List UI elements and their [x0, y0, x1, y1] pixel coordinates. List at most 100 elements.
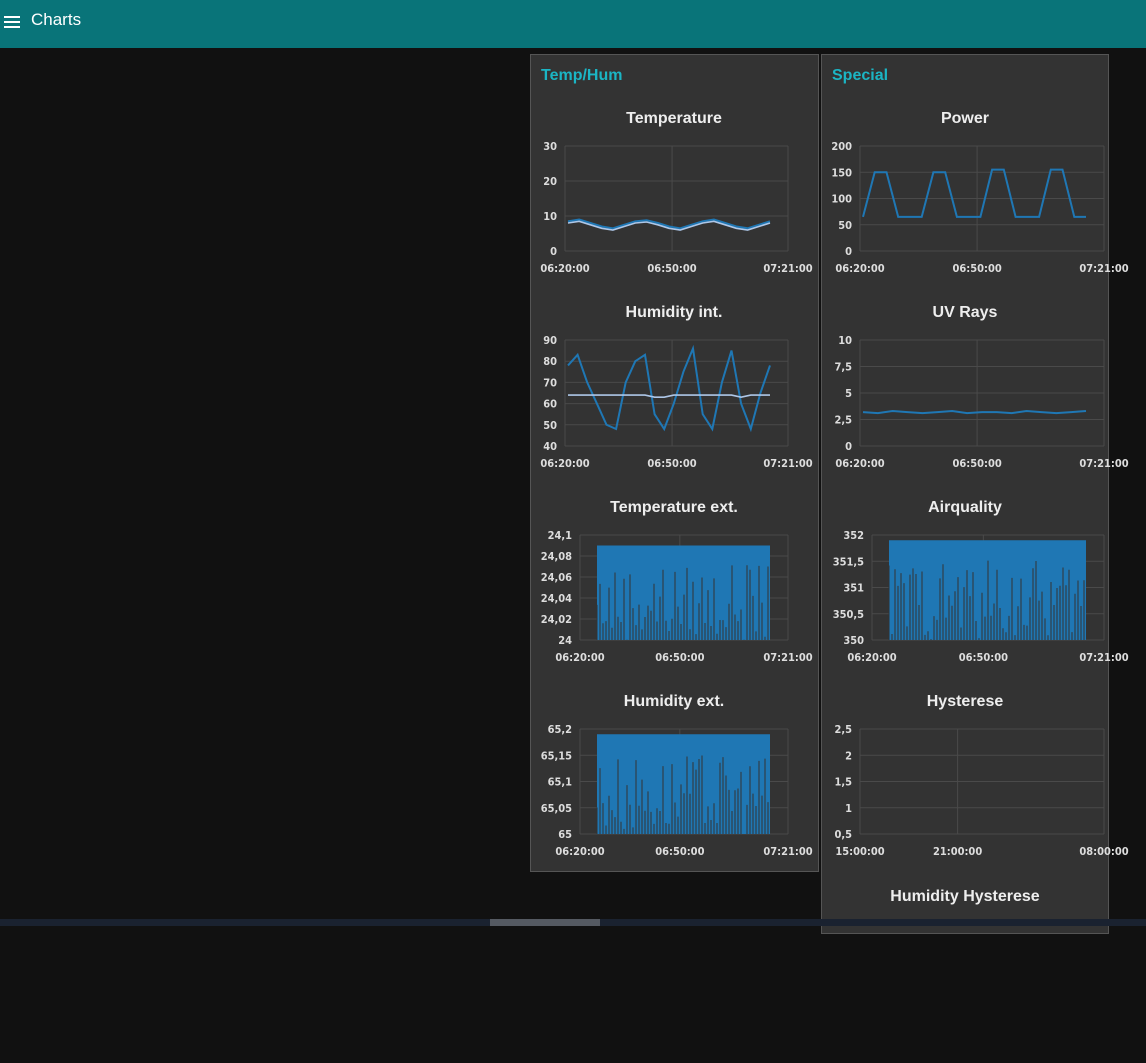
- x-tick-label: 06:50:00: [647, 457, 696, 470]
- x-tick-label: 07:21:00: [763, 457, 812, 470]
- x-tick-label: 07:21:00: [763, 262, 812, 275]
- chart-plot: 200 150 100 50 0 06:20:00 06:50:00 07:21:00: [831, 140, 1128, 275]
- x-tick-label: 06:20:00: [540, 457, 589, 470]
- chart-plot: 2,5 2 1,5 1 0,5 15:00:00 21:00:00 08:00:00: [834, 723, 1128, 858]
- y-tick-label: 351: [843, 582, 864, 595]
- y-tick-label: 2,5: [834, 723, 852, 736]
- chart-airquality: Airquality 352 351,5 351 350,5 350 06:20:00 06:…: [822, 499, 1129, 674]
- x-tick-label: 06:50:00: [959, 651, 1008, 664]
- y-tick-label: 352: [843, 529, 864, 542]
- chart-plot: 65,2 65,15 65,1 65,05 65 06:20:00 06:50:00 07:2…: [541, 723, 813, 858]
- data-series-line: [862, 168, 1086, 218]
- y-tick-label: 24,08: [541, 550, 572, 563]
- y-tick-label: 90: [543, 334, 557, 347]
- data-series-line: [567, 220, 771, 231]
- x-tick-label: 06:20:00: [847, 651, 896, 664]
- y-tick-label: 0: [550, 245, 557, 258]
- y-tick-label: 50: [543, 419, 557, 432]
- y-tick-label: 10: [543, 210, 557, 223]
- chart-plot: 352 351,5 351 350,5 350 06:20:00 06:50:00 07:21…: [833, 529, 1129, 664]
- chart-title: Temperature: [626, 110, 722, 127]
- group-special: Special: [821, 54, 1109, 934]
- data-series-line: [567, 218, 771, 230]
- y-tick-label: 20: [543, 175, 557, 188]
- chart-title: UV Rays: [932, 304, 998, 321]
- app-title: Charts: [31, 10, 82, 29]
- y-tick-label: 65: [558, 828, 572, 841]
- y-tick-label: 65,05: [541, 802, 572, 815]
- y-tick-label: 351,5: [833, 555, 864, 568]
- group-title: Special: [832, 67, 889, 84]
- y-tick-label: 50: [838, 219, 852, 232]
- x-tick-label: 06:20:00: [555, 845, 604, 858]
- chart-uv-rays: UV Rays 10 7,5 5 2,5 0 06:20:00 06:50:00 07:21:0…: [822, 304, 1128, 479]
- y-tick-label: 24,1: [548, 529, 573, 542]
- y-tick-label: 1: [845, 802, 852, 815]
- y-tick-label: 2: [845, 749, 852, 762]
- y-tick-label: 200: [831, 140, 852, 153]
- data-series-line: [568, 394, 770, 399]
- x-tick-label: 21:00:00: [933, 845, 982, 858]
- data-series-line: [567, 344, 771, 433]
- x-tick-label: 06:20:00: [540, 262, 589, 275]
- y-tick-label: 65,15: [541, 749, 572, 762]
- x-tick-label: 07:21:00: [763, 845, 812, 858]
- y-tick-label: 350: [843, 634, 864, 647]
- y-tick-label: 60: [543, 398, 557, 411]
- chart-humidity-hysterese: Humidity Hysterese: [822, 888, 1108, 1063]
- y-tick-label: 1,5: [834, 776, 852, 789]
- chart-plot: 24,1 24,08 24,06 24,04 24,02 24 06:20:00 06:50:…: [541, 529, 813, 664]
- x-tick-label: 06:20:00: [555, 651, 604, 664]
- x-tick-label: 06:20:00: [835, 457, 884, 470]
- y-tick-label: 65,2: [548, 723, 573, 736]
- y-tick-label: 80: [543, 355, 557, 368]
- chart-title: Airquality: [928, 499, 1002, 516]
- data-series-line: [862, 409, 1087, 415]
- chart-humidity-ext-: Humidity ext. 65,2 65,15 65,1 65,05 65 06:20:0…: [531, 693, 817, 868]
- chart-title: Humidity int.: [625, 304, 723, 321]
- x-tick-label: 06:50:00: [953, 262, 1002, 275]
- y-tick-label: 40: [543, 440, 557, 453]
- scrollbar-thumb[interactable]: [490, 919, 600, 926]
- chart-plot: 90 80 70 60 50 40 06:20:00 06:50:00 07:21:00: [540, 334, 812, 470]
- chart-temperature-ext-: Temperature ext. 24,1 24,08 24,06 24,04 24,02…: [531, 499, 817, 674]
- y-tick-label: 70: [543, 376, 557, 389]
- group-title: Temp/Hum: [541, 67, 623, 84]
- x-tick-label: 07:21:00: [1079, 262, 1128, 275]
- x-tick-label: 07:21:00: [1079, 651, 1128, 664]
- y-tick-label: 0: [845, 440, 852, 453]
- chart-hysterese: Hysterese 2,5 2 1,5 1 0,5 15:00:00 21:00:00 08:0…: [822, 693, 1128, 868]
- chart-title: Humidity Hysterese: [890, 888, 1040, 905]
- y-tick-label: 24: [558, 634, 572, 647]
- y-tick-label: 24,06: [541, 571, 572, 584]
- y-tick-label: 24,04: [541, 592, 572, 605]
- x-tick-label: 06:50:00: [655, 651, 704, 664]
- y-tick-label: 350,5: [833, 608, 864, 621]
- x-tick-label: 07:21:00: [763, 651, 812, 664]
- x-tick-label: 07:21:00: [1079, 457, 1128, 470]
- x-tick-label: 06:50:00: [953, 457, 1002, 470]
- chart-plot: [822, 888, 1108, 1063]
- x-tick-label: 06:50:00: [655, 845, 704, 858]
- chart-plot: 10 7,5 5 2,5 0 06:20:00 06:50:00 07:21:00: [834, 334, 1128, 470]
- y-tick-label: 10: [838, 334, 852, 347]
- x-tick-label: 06:50:00: [647, 262, 696, 275]
- chart-title: Hysterese: [926, 693, 1004, 710]
- y-tick-label: 30: [543, 140, 557, 153]
- chart-title: Humidity ext.: [623, 693, 725, 710]
- y-tick-label: 100: [831, 193, 852, 206]
- x-tick-label: 15:00:00: [835, 845, 884, 858]
- chart-title: Power: [940, 110, 989, 127]
- y-tick-label: 7,5: [834, 361, 852, 374]
- chart-plot: 30 20 10 0 06:20:00 06:50:00 07:21:00: [540, 140, 812, 275]
- menu-icon[interactable]: [4, 15, 20, 29]
- y-tick-label: 24,02: [541, 613, 572, 626]
- chart-title: Temperature ext.: [610, 499, 738, 516]
- x-tick-label: 08:00:00: [1079, 845, 1128, 858]
- y-tick-label: 150: [831, 166, 852, 179]
- y-tick-label: 65,1: [548, 776, 573, 789]
- y-tick-label: 5: [845, 387, 852, 400]
- y-tick-label: 0: [845, 245, 852, 258]
- top-bar: Charts: [0, 0, 1146, 48]
- chart-temperature: Temperature 30 20 10 0 06:20:00 06:50:00 07:21:…: [531, 110, 817, 285]
